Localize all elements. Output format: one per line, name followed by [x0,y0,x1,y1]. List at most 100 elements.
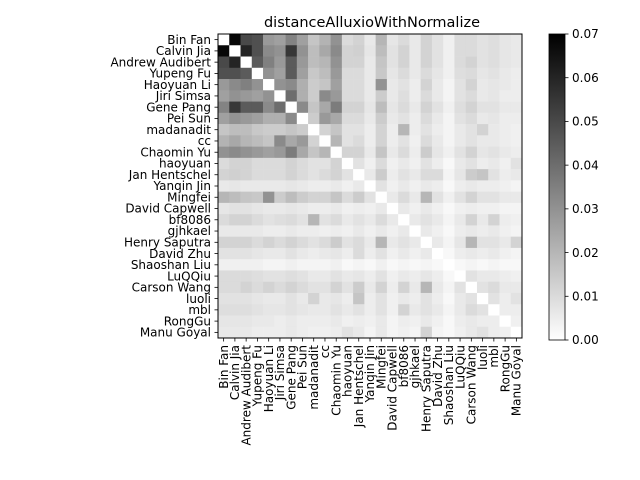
heatmap-cell [454,281,467,294]
heatmap-cell [229,101,241,114]
heatmap-cell [409,326,421,339]
heatmap-cell [465,34,478,46]
x-tick-label: Manu Goyal [510,345,524,416]
heatmap-cell [229,259,241,271]
heatmap-cell [353,292,365,305]
heatmap-cell [296,326,309,339]
heatmap-cell [476,259,489,271]
heatmap-cell [285,202,298,215]
y-tick-label: Manu Goyal [140,326,211,340]
heatmap-cell [398,56,410,69]
heatmap-cell [353,169,365,181]
heatmap-cell [398,101,410,114]
heatmap-cell [308,315,320,328]
heatmap-cell [510,169,523,181]
heatmap-cell [353,112,365,125]
heatmap-cell [296,124,309,136]
heatmap-cell [409,236,421,249]
heatmap-cell [296,225,309,237]
heatmap-cell [386,202,399,215]
heatmap-cell [510,214,523,226]
heatmap-cell [375,180,388,192]
heatmap-cell [296,281,309,294]
heatmap-cell [296,247,309,260]
heatmap-cell [443,146,455,159]
heatmap-cell [454,146,467,159]
heatmap-cell [251,247,264,260]
heatmap-cell [499,180,512,192]
heatmap-cell [476,214,489,226]
x-tick-label: RongGu [498,345,512,392]
heatmap-cell [285,236,298,249]
heatmap-cell [364,191,376,204]
heatmap-cell [240,90,253,102]
heatmap-cell [409,112,421,125]
heatmap-cell [240,34,253,46]
heatmap-cell [263,281,275,294]
heatmap-cell [375,292,388,305]
heatmap-cell [499,326,512,339]
heatmap-cell [296,202,309,215]
heatmap-cell [240,191,253,204]
heatmap-cell [285,326,298,339]
heatmap-cell [386,67,399,80]
heatmap-cell [510,112,523,125]
heatmap-cell [330,112,343,125]
heatmap-cell [499,214,512,226]
heatmap-cell [330,191,343,204]
heatmap-cell [240,101,253,114]
heatmap-cell [251,202,264,215]
heatmap-cell [510,326,523,339]
heatmap-cell [420,112,433,125]
heatmap-cell [409,247,421,260]
heatmap-cell [330,259,343,271]
heatmap-cell [330,247,343,260]
x-tick-label: David Capwell [386,345,400,431]
heatmap-cell [465,67,478,80]
heatmap-cell [330,135,343,147]
heatmap-cell [229,169,241,181]
heatmap-cell [443,169,455,181]
heatmap-cell [409,45,421,57]
heatmap-cell [398,169,410,181]
heatmap-cell [353,124,365,136]
heatmap-cell [229,157,241,170]
heatmap-cell [330,270,343,283]
heatmap-cell [240,315,253,328]
heatmap-cell [296,112,309,125]
heatmap-cell [251,124,264,136]
heatmap-cell [263,124,275,136]
heatmap-cell [364,214,376,226]
heatmap-cell [229,79,241,91]
heatmap-cell [353,247,365,260]
heatmap-cell [353,180,365,192]
heatmap-cell [420,259,433,271]
heatmap-cell [409,180,421,192]
heatmap-cell [218,146,230,159]
heatmap-cell [263,247,275,260]
heatmap-cell [386,225,399,237]
heatmap-cell [285,157,298,170]
heatmap-cell [420,169,433,181]
heatmap-cell [499,56,512,69]
y-tick-label: Jan Hentschel [128,168,211,182]
heatmap-cell [296,236,309,249]
heatmap-cell [263,146,275,159]
heatmap-cell [263,292,275,305]
heatmap-cell [465,270,478,283]
heatmap-cell [364,236,376,249]
heatmap-cell [443,101,455,114]
heatmap-cell [240,236,253,249]
heatmap-cell [308,270,320,283]
heatmap-cell [431,202,444,215]
heatmap-cell [465,124,478,136]
heatmap-cell [476,169,489,181]
heatmap-cell [341,292,354,305]
heatmap-cell [375,214,388,226]
heatmap-cell [353,90,365,102]
heatmap-cell [240,169,253,181]
y-tick-label: LuQQiu [167,269,211,283]
heatmap-cell [420,56,433,69]
heatmap-cell [341,180,354,192]
heatmap-cell [353,67,365,80]
